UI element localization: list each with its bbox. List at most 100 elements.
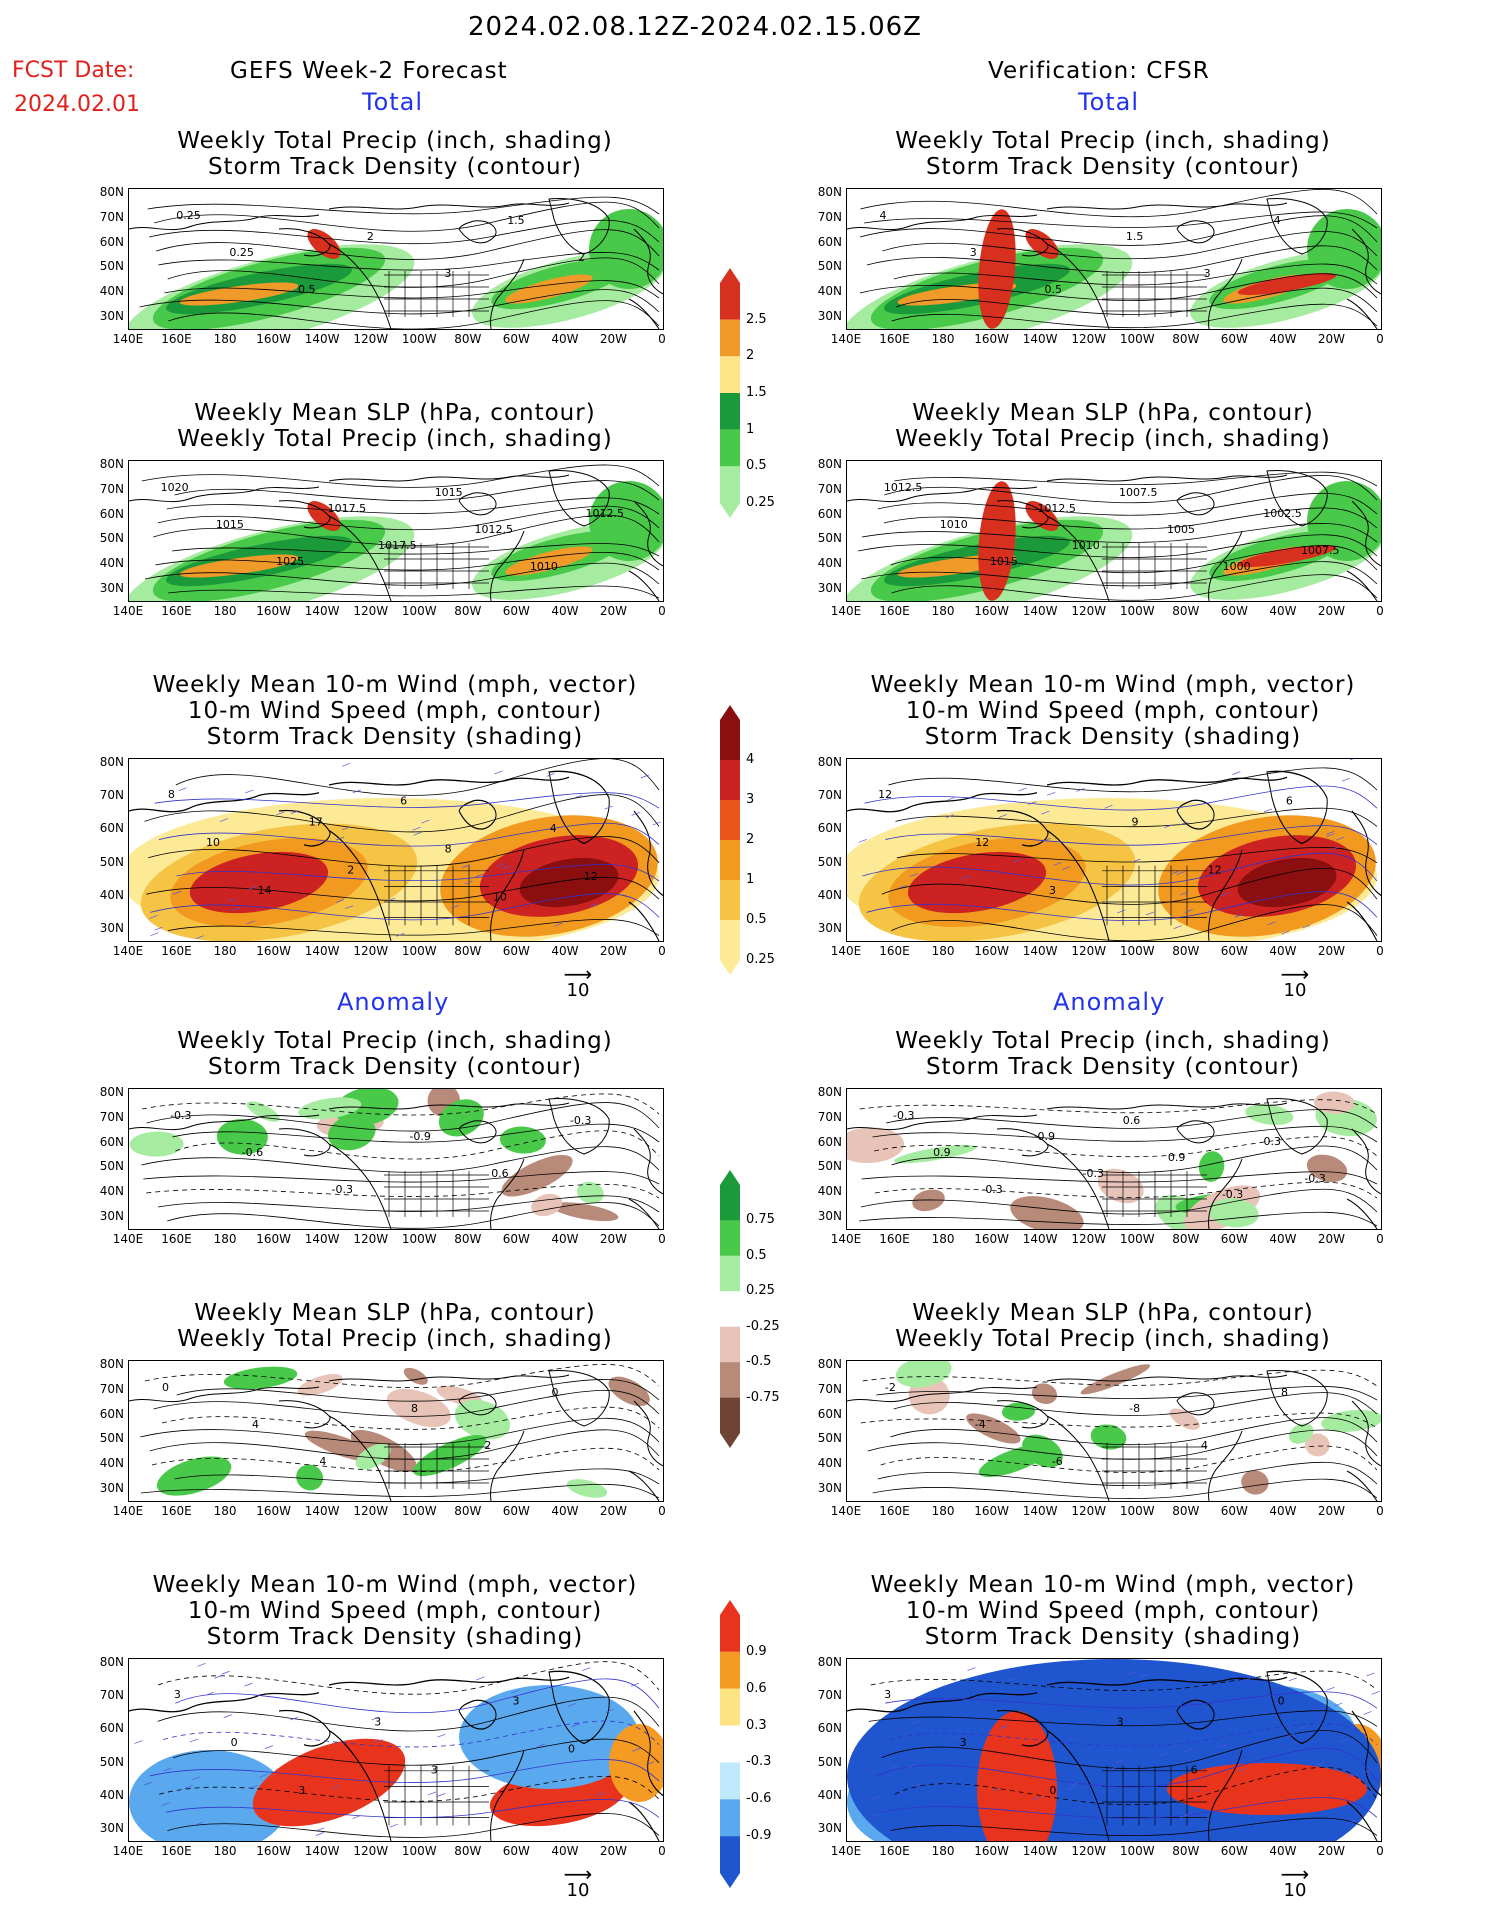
colorbar-label: 0.25 (746, 495, 775, 510)
contour-label: -0.3 (981, 1183, 1002, 1196)
lon-tick-label: 180 (931, 1232, 955, 1246)
panel-title-3-0: Weekly Total Precip (inch, shading) Storm… (108, 1028, 682, 1080)
lat-tick-label: 30N (99, 1821, 124, 1835)
colorbar-track-total: 4 3 2 1 0.5 0.25 (720, 705, 775, 975)
lon-tick-label: 20W (1317, 1504, 1346, 1518)
panel-title-1-1: Weekly Mean SLP (hPa, contour) Weekly Tot… (826, 400, 1400, 452)
colorbar-label: 2.5 (746, 311, 767, 327)
lon-tick-label: 20W (1317, 1844, 1346, 1858)
contour-label: 1025 (276, 555, 304, 568)
contour-label: 0.6 (1123, 1114, 1141, 1127)
lat-tick-label: 30N (817, 581, 842, 595)
lon-tick-label: 180 (213, 332, 237, 346)
contour-label: 3 (431, 1763, 438, 1776)
colorbar-label: 0.5 (746, 458, 767, 474)
panel-title-line: Weekly Total Precip (inch, shading) (895, 426, 1331, 452)
contour-label: 10 (206, 836, 220, 849)
colorbar-label: -0.9 (746, 1828, 772, 1844)
lat-tick-label: 40N (99, 887, 124, 902)
contour-label: 6 (400, 795, 407, 808)
contour-label: 0.5 (1045, 283, 1063, 296)
map-panel-4-0: 0 4 4 8 2 0 (128, 1360, 664, 1502)
contour-label: 1020 (161, 481, 189, 494)
contour-label: 1012.5 (1037, 502, 1076, 515)
lon-tick-label: 100W (1119, 332, 1155, 346)
panel-title-2-0: Weekly Mean 10-m Wind (mph, vector) 10-m … (108, 672, 682, 750)
colorbar-label: -0.5 (746, 1354, 772, 1370)
lon-tick-label: 0 (658, 332, 666, 346)
contour-label: 8 (168, 788, 175, 801)
lon-tick-label: 140W (1022, 332, 1058, 346)
lon-tick-label: 20W (1317, 1232, 1346, 1246)
lon-tick-label: 120W (353, 332, 389, 346)
vector-reference-ver-anomaly: ⟶ 10 (1280, 1862, 1310, 1901)
lon-tick-label: 180 (931, 1844, 955, 1858)
lon-tick-label: 80W (1172, 944, 1200, 958)
lon-tick-label: 140W (1022, 1504, 1058, 1518)
contour-label: 0 (231, 1736, 238, 1749)
lat-tick-label: 70N (817, 1688, 842, 1703)
lon-tick-label: 140E (830, 944, 862, 958)
contour-label: 8 (1281, 1386, 1288, 1399)
colorbar-swatch (720, 800, 740, 840)
lon-tick-label: 40W (551, 944, 579, 958)
lon-tick-label: 80W (1172, 1232, 1200, 1246)
lon-tick-label: 160W (974, 1504, 1010, 1518)
panel-title-line: Weekly Total Precip (inch, shading) (177, 1326, 613, 1352)
lon-tick-label: 0 (658, 944, 666, 958)
colorbar-label: 1 (746, 872, 755, 887)
lon-tick-label: 60W (1220, 1504, 1248, 1518)
lon-tick-label: 180 (213, 604, 237, 618)
lon-tick-label: 40W (1269, 944, 1297, 958)
colorbar-swatch (720, 1291, 740, 1327)
lat-tick-label: 40N (817, 887, 842, 902)
map-panel-4-1: -2 -4 -6 -8 4 8 (846, 1360, 1382, 1502)
map-panel-0-1: 4 3 0.5 1.5 3 4 (846, 188, 1382, 330)
colorbar-label: 4 (746, 752, 755, 767)
contour-label: 12 (878, 788, 892, 801)
vector-reference-fc-anomaly: ⟶ 10 (563, 1862, 593, 1901)
colorbar-swatch (720, 880, 740, 920)
lon-tick-label: 140E (830, 1504, 862, 1518)
contour-label: 1010 (1072, 539, 1100, 552)
lat-tick-label: 40N (817, 1184, 842, 1199)
lon-tick-label: 160W (256, 1844, 292, 1858)
lon-tick-label: 60W (1220, 1844, 1248, 1858)
lon-tick-label: 40W (1269, 1504, 1297, 1518)
lon-tick-label: 40W (551, 1232, 579, 1246)
lon-tick-label: 160E (161, 1844, 192, 1858)
lon-tick-label: 100W (401, 1232, 437, 1246)
panel-title-line: 10-m Wind Speed (mph, contour) (905, 1598, 1321, 1624)
lon-tick-label: 40W (551, 604, 579, 618)
colorbar-swatch (720, 1762, 740, 1800)
colorbar-swatch (720, 356, 740, 393)
lat-tick-label: 40N (99, 1456, 124, 1471)
lon-tick-label: 100W (401, 332, 437, 346)
colorbar-track-anomaly: 0.9 0.6 0.3 -0.3 -0.6 -0.9 (720, 1600, 771, 1888)
fcst-date-value: 2024.02.01 (14, 92, 140, 117)
panel-title-line: Weekly Total Precip (inch, shading) (177, 426, 613, 452)
contour-label: 14 (258, 884, 272, 897)
vector-reference-ver-total: ⟶ 10 (1280, 962, 1310, 1001)
colorbar-swatch (720, 1397, 740, 1433)
lon-tick-label: 120W (353, 604, 389, 618)
contour-label: -0.9 (409, 1130, 430, 1143)
lat-tick-label: 50N (99, 854, 124, 869)
contour-label: 1.5 (507, 214, 525, 227)
lon-tick-label: 0 (1376, 1504, 1384, 1518)
lon-tick-label: 160E (879, 944, 910, 958)
lon-tick-label: 160W (974, 944, 1010, 958)
contour-label: 4 (252, 1418, 259, 1431)
colorbar-swatch (720, 466, 740, 503)
colorbar-label: -0.6 (746, 1791, 772, 1807)
panel-title-line: Weekly Mean 10-m Wind (mph, vector) (152, 1572, 638, 1598)
contour-label: 4 (319, 1455, 326, 1468)
colorbar-label: 0.75 (746, 1212, 775, 1228)
contour-label: -0.3 (1304, 1172, 1325, 1185)
lat-tick-label: 40N (817, 1787, 842, 1802)
panel-title-line: Weekly Total Precip (inch, shading) (177, 128, 613, 154)
colorbar-swatch (720, 1615, 740, 1652)
lat-tick-label: 50N (99, 1754, 124, 1769)
contour-label: 2 (347, 863, 354, 876)
lon-tick-label: 120W (1071, 944, 1107, 958)
